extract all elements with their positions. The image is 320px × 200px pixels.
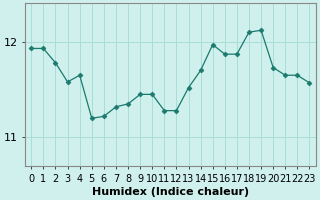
X-axis label: Humidex (Indice chaleur): Humidex (Indice chaleur) [92,187,249,197]
